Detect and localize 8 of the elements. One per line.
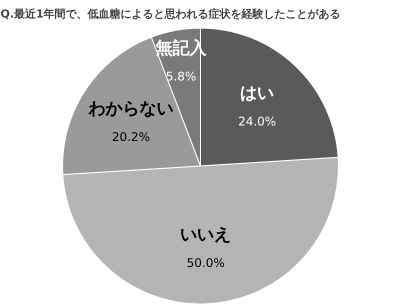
slice-label: はい <box>240 84 274 104</box>
slice-label: いいえ <box>180 224 232 245</box>
chart-title: Q.最近1年間で、低血糖によると思われる症状を経験したことがある <box>0 8 341 20</box>
data-label: 24.0% <box>238 114 276 129</box>
data-label: 20.2% <box>112 130 150 144</box>
slice-label: わからない <box>87 98 174 119</box>
data-label: 5.8% <box>166 70 196 84</box>
data-label: 50.0% <box>186 256 225 270</box>
